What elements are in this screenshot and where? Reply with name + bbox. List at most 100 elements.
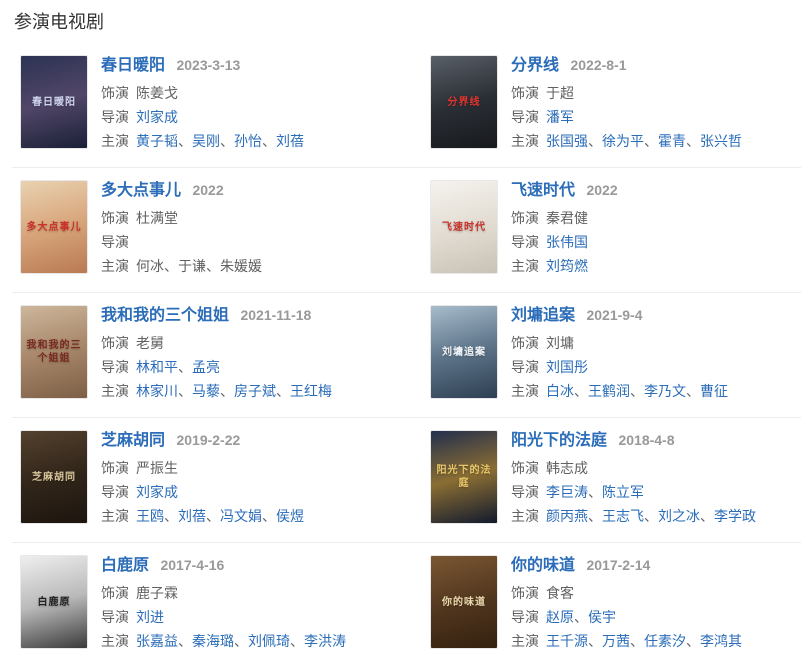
drama-poster[interactable]: 芝麻胡同 (20, 430, 88, 524)
name-separator: 、 (588, 633, 602, 649)
person-link[interactable]: 李乃文 (644, 383, 686, 399)
drama-poster[interactable]: 多大点事儿 (20, 180, 88, 274)
drama-entry: 分界线 分界线 2022-8-1 饰演 于超 导演 潘军 主演 张国强、徐为平、霍青、… (422, 55, 801, 153)
person-link[interactable]: 刘筠燃 (546, 258, 588, 274)
cast-label: 主演 (511, 383, 539, 399)
cast-row: 主演 刘筠燃 (511, 254, 801, 278)
cast-names: 黄子韬、吴刚、孙怡、刘蓓 (136, 133, 304, 149)
person-link[interactable]: 张国强 (546, 133, 588, 149)
poster-art-text: 芝麻胡同 (32, 471, 76, 483)
director-names: 潘军 (546, 109, 574, 125)
person-link[interactable]: 张伟国 (546, 234, 588, 250)
person-link[interactable]: 刘家成 (136, 484, 178, 500)
drama-title-link[interactable]: 分界线 (511, 57, 560, 74)
drama-poster[interactable]: 你的味道 (430, 555, 498, 649)
person-link[interactable]: 刘蓓 (178, 508, 206, 524)
role-label: 饰演 (101, 335, 129, 351)
drama-info: 刘墉追案 2021-9-4 饰演 刘墉 导演 刘国彤 主演 白冰、王鹤润、李乃文、曹征 (511, 305, 801, 403)
person-link[interactable]: 房子斌 (234, 383, 276, 399)
person-link[interactable]: 颜丙燕 (546, 508, 588, 524)
role-value: 于超 (546, 85, 574, 101)
poster-art-text: 春日暖阳 (32, 96, 76, 108)
person-link[interactable]: 万茜 (602, 633, 630, 649)
drama-title-link[interactable]: 春日暖阳 (101, 57, 166, 74)
drama-entry: 飞速时代 飞速时代 2022 饰演 秦君健 导演 张伟国 主演 刘筠燃 (422, 180, 801, 278)
director-label: 导演 (101, 109, 129, 125)
cast-names: 刘筠燃 (546, 258, 588, 274)
person-link[interactable]: 陈立军 (602, 484, 644, 500)
person-link[interactable]: 刘蓓 (276, 133, 304, 149)
drama-date: 2021-9-4 (586, 307, 643, 323)
name-separator: 、 (164, 258, 178, 274)
drama-poster[interactable]: 白鹿原 (20, 555, 88, 649)
person-link[interactable]: 吴刚 (192, 133, 220, 149)
person-link[interactable]: 张兴哲 (700, 133, 742, 149)
name-separator: 、 (178, 633, 192, 649)
drama-title-link[interactable]: 白鹿原 (101, 557, 150, 574)
person-link[interactable]: 侯煜 (276, 508, 304, 524)
person-link[interactable]: 刘佩琦 (248, 633, 290, 649)
person-link[interactable]: 马藜 (192, 383, 220, 399)
person-link[interactable]: 王红梅 (290, 383, 332, 399)
drama-title-link[interactable]: 芝麻胡同 (101, 432, 166, 449)
person-link[interactable]: 王千源 (546, 633, 588, 649)
name-separator: 、 (276, 383, 290, 399)
drama-title-link[interactable]: 你的味道 (511, 557, 576, 574)
drama-entry: 我和我的三个姐姐 我和我的三个姐姐 2021-11-18 饰演 老舅 导演 林和平、… (12, 305, 422, 403)
role-row: 饰演 刘墉 (511, 331, 801, 355)
person-link[interactable]: 张嘉益 (136, 633, 178, 649)
director-names: 张伟国 (546, 234, 588, 250)
person-link[interactable]: 潘军 (546, 109, 574, 125)
director-label: 导演 (101, 234, 129, 250)
person-link[interactable]: 李洪涛 (304, 633, 346, 649)
person-link[interactable]: 王志飞 (602, 508, 644, 524)
person-link[interactable]: 孟亮 (192, 359, 220, 375)
person-link[interactable]: 任素汐 (644, 633, 686, 649)
name-separator: 、 (234, 633, 248, 649)
person-link[interactable]: 刘之冰 (658, 508, 700, 524)
name-separator: 、 (644, 508, 658, 524)
person-link[interactable]: 孙怡 (234, 133, 262, 149)
name-separator: 、 (220, 133, 234, 149)
role-row: 饰演 老舅 (101, 331, 422, 355)
drama-poster[interactable]: 刘墉追案 (430, 305, 498, 399)
drama-title-link[interactable]: 我和我的三个姐姐 (101, 307, 230, 324)
person-link[interactable]: 霍青 (658, 133, 686, 149)
person-link[interactable]: 李巨涛 (546, 484, 588, 500)
drama-poster[interactable]: 我和我的三个姐姐 (20, 305, 88, 399)
drama-title-link[interactable]: 多大点事儿 (101, 182, 182, 199)
name-separator: 、 (630, 383, 644, 399)
person-link[interactable]: 王鸥 (136, 508, 164, 524)
person-link[interactable]: 白冰 (546, 383, 574, 399)
drama-date: 2022-8-1 (570, 57, 627, 73)
role-label: 饰演 (511, 85, 539, 101)
person-link[interactable]: 黄子韬 (136, 133, 178, 149)
person-link[interactable]: 冯文娟 (220, 508, 262, 524)
person-link[interactable]: 刘国彤 (546, 359, 588, 375)
drama-poster[interactable]: 分界线 (430, 55, 498, 149)
person-link[interactable]: 王鹤润 (588, 383, 630, 399)
role-row: 饰演 食客 (511, 581, 801, 605)
person-link[interactable]: 侯宇 (588, 609, 616, 625)
role-value: 鹿子霖 (136, 585, 178, 601)
person-link[interactable]: 赵原 (546, 609, 574, 625)
drama-title-link[interactable]: 阳光下的法庭 (511, 432, 608, 449)
drama-entry: 阳光下的法庭 阳光下的法庭 2018-4-8 饰演 韩志成 导演 李巨涛、陈立军 主… (422, 430, 801, 528)
person-link[interactable]: 林和平 (136, 359, 178, 375)
person-link[interactable]: 李鸿其 (700, 633, 742, 649)
drama-poster[interactable]: 阳光下的法庭 (430, 430, 498, 524)
person-link[interactable]: 李学政 (714, 508, 756, 524)
person-link[interactable]: 秦海璐 (192, 633, 234, 649)
drama-poster[interactable]: 春日暖阳 (20, 55, 88, 149)
drama-title-link[interactable]: 刘墉追案 (511, 307, 576, 324)
cast-names: 王鸥、刘蓓、冯文娟、侯煜 (136, 508, 304, 524)
person-link[interactable]: 刘进 (136, 609, 164, 625)
person-link[interactable]: 曹征 (700, 383, 728, 399)
person-link[interactable]: 徐为平 (602, 133, 644, 149)
director-row: 导演 张伟国 (511, 230, 801, 254)
drama-poster[interactable]: 飞速时代 (430, 180, 498, 274)
drama-row: 白鹿原 白鹿原 2017-4-16 饰演 鹿子霖 导演 刘进 主演 张嘉益、秦海璐、刘… (12, 543, 801, 667)
person-link[interactable]: 林家川 (136, 383, 178, 399)
person-link[interactable]: 刘家成 (136, 109, 178, 125)
drama-title-link[interactable]: 飞速时代 (511, 182, 576, 199)
